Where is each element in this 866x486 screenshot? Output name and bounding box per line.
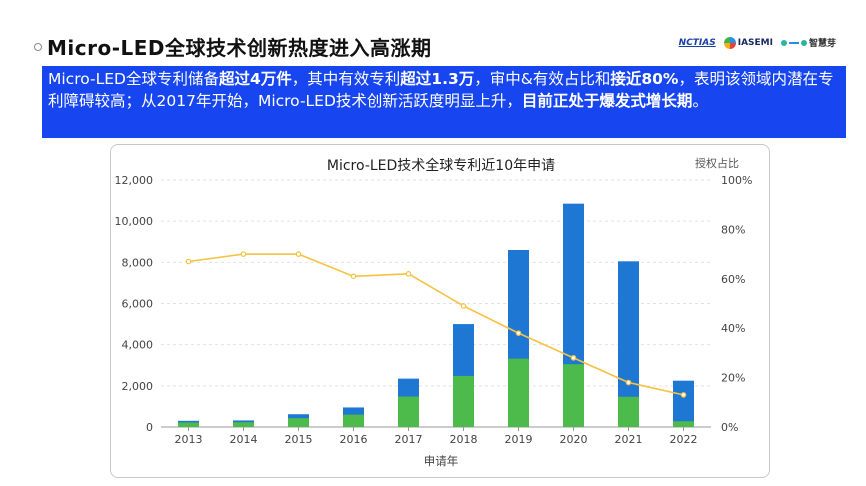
bar-granted <box>178 422 199 427</box>
summary-text-1: Micro-LED全球专利储备 <box>48 70 219 88</box>
x-tick-label: 2014 <box>230 433 258 446</box>
ratio-point <box>240 251 247 257</box>
ratio-point <box>460 303 467 309</box>
y-tick-label: 4,000 <box>122 339 154 352</box>
x-tick-label: 2017 <box>395 433 423 446</box>
summary-text-5: 。 <box>692 92 708 110</box>
ratio-point <box>295 251 302 257</box>
ratio-line <box>188 253 684 396</box>
bar-granted <box>398 396 419 427</box>
summary-bold-2: 超过1.3万 <box>400 70 475 88</box>
right-axis-label: 授权占比 <box>695 156 739 170</box>
nctias-logo: NCTIAS <box>678 37 716 48</box>
iasemi-logo-text: IASEMI <box>737 37 773 48</box>
ratio-point <box>185 258 192 265</box>
iasemi-logo: IASEMI <box>723 36 773 49</box>
x-tick-label: 2021 <box>615 433 643 446</box>
x-axis-label: 申请年 <box>424 454 459 468</box>
x-tick-label: 2018 <box>450 433 478 446</box>
zhihuiya-dot-icon-2 <box>800 39 807 46</box>
y2-tick-label: 100% <box>721 174 752 187</box>
title-bullet-icon <box>34 42 42 51</box>
zhihuiya-line-icon <box>788 41 799 44</box>
page-title: Micro-LED全球技术创新热度进入高涨期 <box>47 36 432 60</box>
chart-panel: Micro-LED技术全球专利近10年申请 授权占比 0 2,000 4,000 6,00… <box>110 144 770 478</box>
bar-granted <box>288 418 309 427</box>
ratio-point <box>570 355 577 361</box>
summary-bold-4: 目前正处于爆发式增长期 <box>521 92 693 110</box>
zhihuiya-dot-icon <box>780 39 787 46</box>
summary-text-3: ，审中&有效占比和 <box>474 70 611 88</box>
ratio-point <box>350 273 357 280</box>
ratio-point <box>680 392 687 398</box>
ratio-point <box>515 330 522 336</box>
bar-granted <box>343 414 364 427</box>
y-tick-label: 0 <box>146 421 153 434</box>
y2-tick-label: 80% <box>721 223 745 236</box>
ratio-point <box>405 271 412 277</box>
y-tick-label: 12,000 <box>115 174 154 187</box>
x-tick-label: 2022 <box>670 433 698 446</box>
y2-tick-label: 60% <box>721 273 745 286</box>
chart-title: Micro-LED技术全球专利近10年申请 <box>327 157 555 174</box>
x-tick-label: 2020 <box>560 433 588 446</box>
y-tick-label: 10,000 <box>115 215 154 228</box>
y-tick-label: 2,000 <box>122 380 154 393</box>
bar-granted <box>233 422 254 427</box>
summary-bold-3: 接近80% <box>610 70 679 88</box>
y2-tick-label: 20% <box>721 372 745 385</box>
bar-granted <box>508 358 529 427</box>
y-tick-label: 8,000 <box>122 256 154 269</box>
zhihuiya-logo-text: 智慧芽 <box>808 39 836 49</box>
zhihuiya-logo: 智慧芽 <box>780 36 836 49</box>
summary-bold-1: 超过4万件 <box>218 70 292 88</box>
bar-total <box>618 261 639 427</box>
logo-strip: NCTIAS IASEMI 智慧芽 <box>679 36 836 49</box>
iasemi-mark-icon <box>723 36 736 49</box>
bar-granted <box>673 421 694 427</box>
summary-text-2: ，其中有效专利 <box>291 70 401 88</box>
page-header: Micro-LED全球技术创新热度进入高涨期 <box>34 32 432 61</box>
ratio-point <box>625 379 632 386</box>
bar-granted <box>563 364 584 427</box>
summary-text-4: ，表明该领域内潜在专利障碍较高；从2017年开始，Micro-LED技术创新活跃… <box>48 70 834 110</box>
y-tick-label: 6,000 <box>122 298 154 311</box>
bar-granted <box>618 396 639 427</box>
y2-tick-label: 0% <box>721 421 738 434</box>
x-tick-label: 2015 <box>285 433 313 446</box>
bar-total <box>673 380 694 427</box>
patent-chart: Micro-LED技术全球专利近10年申请 授权占比 0 2,000 4,000 6,00… <box>115 156 753 468</box>
summary-box: Micro-LED全球专利储备超过4万件，其中有效专利超过1.3万，审中&有效占… <box>42 66 846 138</box>
y2-tick-label: 40% <box>721 322 745 335</box>
x-tick-label: 2019 <box>505 433 533 446</box>
bar-granted <box>453 375 474 427</box>
x-tick-label: 2013 <box>175 433 203 446</box>
x-tick-label: 2016 <box>340 433 368 446</box>
